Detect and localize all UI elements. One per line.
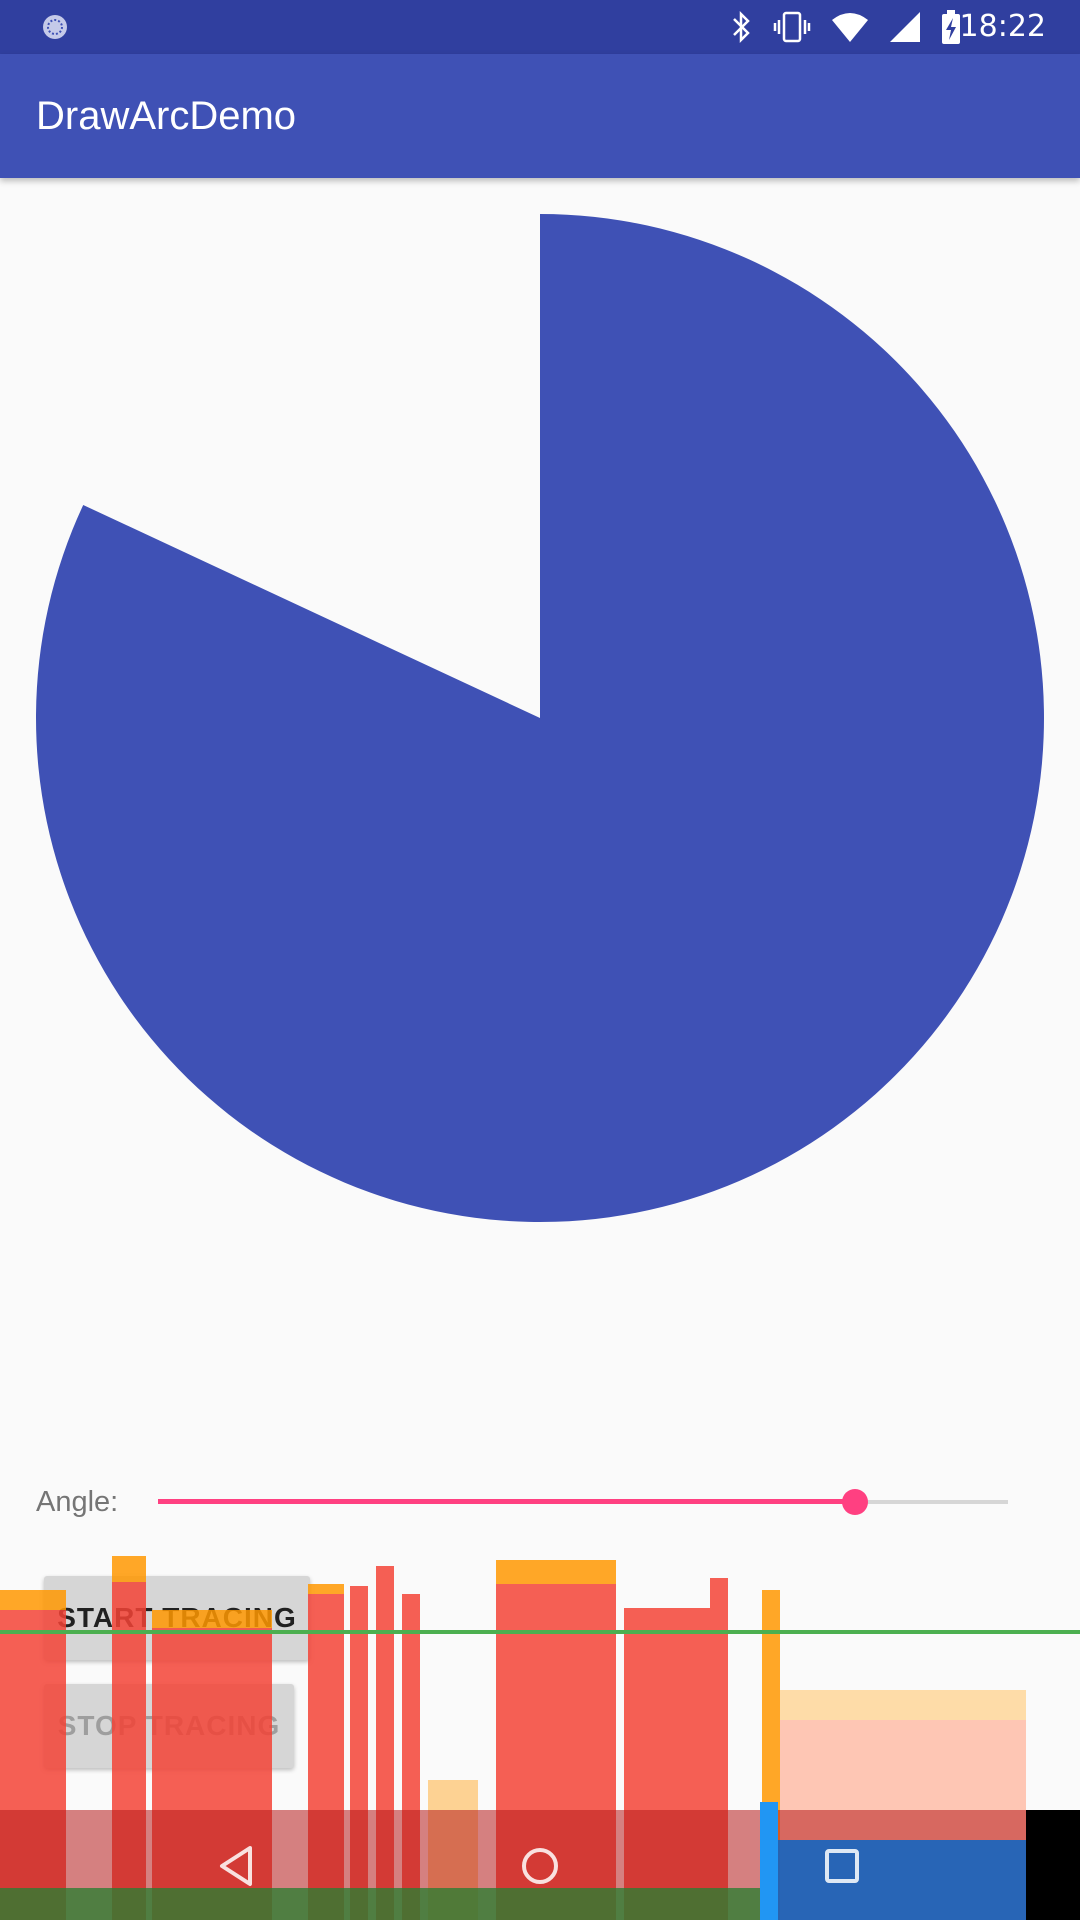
signal-icon bbox=[890, 12, 920, 42]
recents-icon[interactable] bbox=[810, 1834, 874, 1898]
wifi-icon bbox=[832, 13, 868, 42]
app-bar: DrawArcDemo bbox=[0, 54, 1080, 178]
back-icon[interactable] bbox=[206, 1834, 270, 1898]
status-time: 18:22 bbox=[959, 9, 1046, 44]
navigation-bar bbox=[0, 1812, 1080, 1920]
arc-shape bbox=[36, 214, 1045, 1222]
home-icon[interactable] bbox=[508, 1834, 572, 1898]
notification-icon bbox=[43, 15, 67, 39]
stop-tracing-button[interactable]: STOP TRACING bbox=[44, 1684, 294, 1768]
slider-thumb[interactable] bbox=[842, 1489, 868, 1515]
app-title: DrawArcDemo bbox=[36, 94, 297, 138]
arc-canvas bbox=[36, 214, 1045, 1222]
bluetooth-icon bbox=[733, 10, 750, 44]
vibrate-icon bbox=[773, 11, 811, 43]
slider-track-fill bbox=[158, 1499, 855, 1504]
status-bar: 18:22 bbox=[0, 0, 1080, 54]
battery-charging-icon bbox=[942, 10, 960, 44]
status-icons bbox=[730, 8, 962, 46]
start-tracing-button[interactable]: START TRACING bbox=[44, 1576, 310, 1660]
angle-slider[interactable] bbox=[158, 1484, 1008, 1520]
angle-label: Angle: bbox=[36, 1486, 119, 1518]
